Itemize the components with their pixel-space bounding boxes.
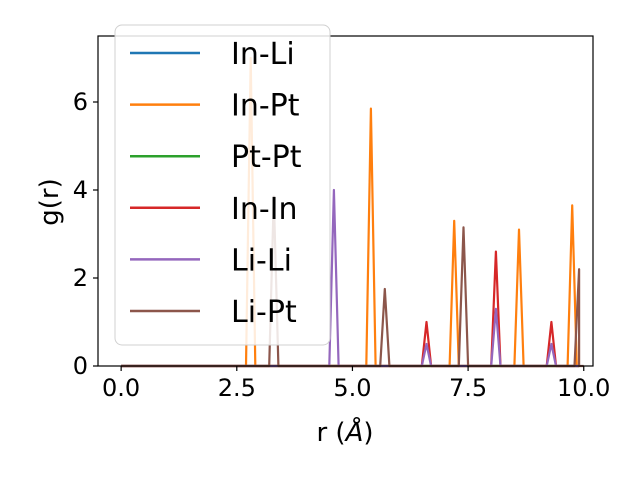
legend-items: In-Li In-Pt Pt-Pt In-In Li-Li Li-Pt <box>130 37 302 330</box>
legend-label-li-pt: Li-Pt <box>231 295 297 330</box>
y-tick-label: 6 <box>73 88 88 116</box>
series-line-in-in <box>121 250 580 368</box>
legend-label-pt-pt: Pt-Pt <box>231 140 302 175</box>
x-axis-label-unit: Å <box>344 416 364 448</box>
axes-frame <box>97 35 594 367</box>
x-tick-label: 0.0 <box>102 374 140 402</box>
x-axis-label-prefix: r ( <box>316 418 345 448</box>
legend-box <box>114 24 331 346</box>
x-axis-label-suffix: ) <box>363 418 373 448</box>
x-tick-label: 2.5 <box>218 374 256 402</box>
x-tick-label: 10.0 <box>557 374 610 402</box>
x-axis: 0.0 2.5 5.0 7.5 10.0 <box>102 366 610 402</box>
x-axis-label: r (Å) <box>316 416 373 448</box>
legend-label-in-li: In-Li <box>231 37 295 72</box>
y-axis-label: g(r) <box>35 178 65 225</box>
y-tick-label: 4 <box>73 176 88 204</box>
legend-label-in-pt: In-Pt <box>231 89 300 124</box>
y-tick-label: 0 <box>73 352 88 380</box>
legend-label-in-in: In-In <box>231 192 298 227</box>
x-tick-label: 7.5 <box>449 374 487 402</box>
legend: In-Li In-Pt Pt-Pt In-In Li-Li Li-Pt <box>114 24 331 346</box>
x-tick-label: 5.0 <box>333 374 371 402</box>
y-tick-label: 2 <box>73 264 88 292</box>
y-axis: 0 2 4 6 <box>73 88 98 380</box>
legend-label-li-li: Li-Li <box>231 243 292 278</box>
